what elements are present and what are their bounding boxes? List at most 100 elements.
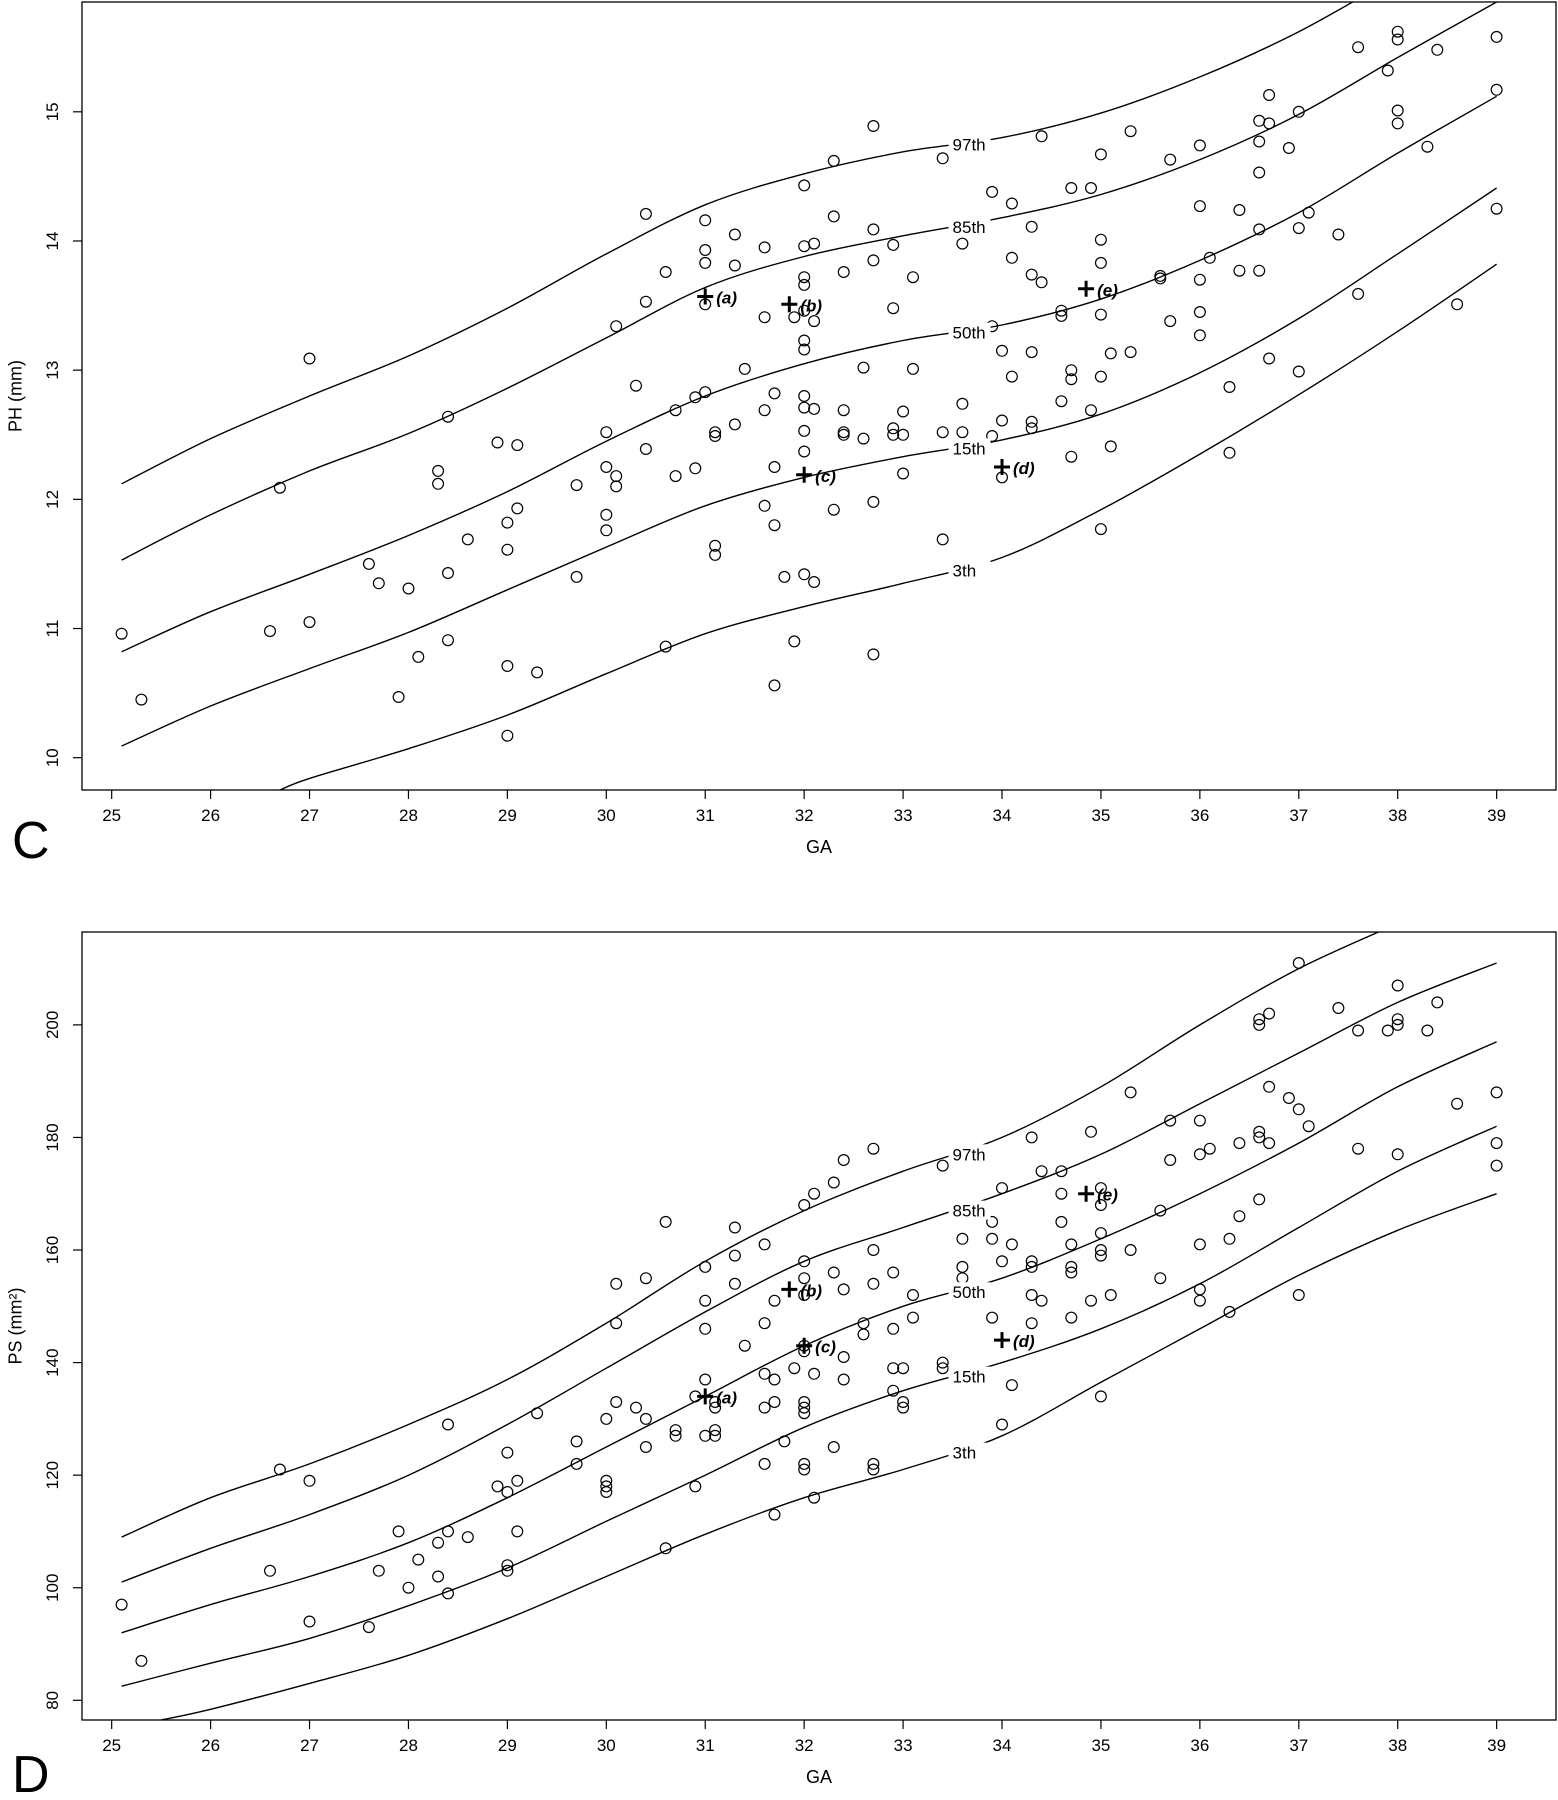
data-point bbox=[897, 467, 910, 480]
data-point bbox=[531, 666, 544, 679]
data-point bbox=[956, 397, 969, 410]
percentile-curve bbox=[121, 962, 1497, 1583]
data-point bbox=[1164, 315, 1177, 328]
data-point bbox=[511, 439, 524, 452]
data-point bbox=[610, 1317, 623, 1330]
case-marker-label: (b) bbox=[800, 296, 822, 315]
data-point bbox=[1391, 1013, 1404, 1026]
case-marker-label: (d) bbox=[1013, 459, 1035, 478]
data-point bbox=[758, 404, 771, 417]
data-point bbox=[273, 481, 286, 494]
data-point bbox=[600, 508, 613, 521]
data-point bbox=[867, 1457, 880, 1470]
data-point bbox=[1352, 41, 1365, 54]
data-point bbox=[1065, 182, 1078, 195]
data-point bbox=[867, 495, 880, 508]
percentile-label: 50th bbox=[953, 1283, 986, 1302]
data-point bbox=[798, 271, 811, 284]
percentile-label-bg bbox=[948, 1442, 991, 1462]
data-point bbox=[442, 1587, 455, 1600]
data-point bbox=[501, 729, 514, 742]
data-point bbox=[1025, 1260, 1038, 1273]
data-point bbox=[827, 1266, 840, 1279]
percentile-label-bg bbox=[948, 1366, 991, 1386]
data-point bbox=[1094, 148, 1107, 161]
data-point bbox=[442, 1525, 455, 1538]
data-point bbox=[798, 568, 811, 581]
data-point bbox=[1124, 125, 1137, 138]
data-point bbox=[798, 1401, 811, 1414]
data-point bbox=[936, 533, 949, 546]
data-point bbox=[600, 1412, 613, 1425]
data-point bbox=[432, 1536, 445, 1549]
data-point bbox=[392, 1525, 405, 1538]
data-point bbox=[709, 539, 722, 552]
percentile-label-bg bbox=[948, 1144, 991, 1164]
data-point bbox=[1253, 166, 1266, 179]
data-point bbox=[362, 557, 375, 570]
data-point bbox=[867, 119, 880, 132]
data-point bbox=[956, 1260, 969, 1273]
data-point bbox=[867, 254, 880, 267]
data-point bbox=[788, 1362, 801, 1375]
data-point bbox=[699, 1429, 712, 1442]
data-point bbox=[1065, 373, 1078, 386]
case-marker-label: (a) bbox=[716, 1388, 737, 1407]
data-point bbox=[303, 352, 316, 365]
data-point bbox=[1154, 1204, 1167, 1217]
x-tick-label: 35 bbox=[1091, 1736, 1110, 1755]
data-point bbox=[501, 1485, 514, 1498]
data-point bbox=[135, 693, 148, 706]
data-point bbox=[1164, 1153, 1177, 1166]
y-axis-label: PS (mm²) bbox=[5, 1288, 25, 1365]
data-point bbox=[936, 1159, 949, 1172]
x-tick-label: 31 bbox=[696, 1736, 715, 1755]
data-point bbox=[570, 1435, 583, 1448]
data-point bbox=[501, 543, 514, 556]
data-point bbox=[1490, 1086, 1503, 1099]
data-point bbox=[1025, 1255, 1038, 1268]
case-marker bbox=[1078, 280, 1095, 297]
data-point bbox=[1094, 1243, 1107, 1256]
percentile-curve bbox=[121, 1125, 1497, 1687]
x-tick-label: 29 bbox=[498, 806, 517, 825]
data-point bbox=[1193, 139, 1206, 152]
data-point bbox=[570, 1457, 583, 1470]
data-point bbox=[689, 462, 702, 475]
data-point bbox=[392, 690, 405, 703]
data-point bbox=[669, 1424, 682, 1437]
data-point bbox=[798, 240, 811, 253]
data-point bbox=[1055, 304, 1068, 317]
x-tick-label: 34 bbox=[993, 806, 1012, 825]
data-point bbox=[986, 1215, 999, 1228]
data-point bbox=[768, 387, 781, 400]
data-point bbox=[669, 1429, 682, 1442]
percentile-label: 85th bbox=[953, 218, 986, 237]
y-tick-label: 11 bbox=[43, 620, 62, 638]
data-point bbox=[1391, 33, 1404, 46]
data-point bbox=[1292, 956, 1305, 969]
data-point bbox=[995, 344, 1008, 357]
data-point bbox=[1025, 1317, 1038, 1330]
data-point bbox=[264, 1564, 277, 1577]
data-point bbox=[600, 1485, 613, 1498]
y-tick-label: 14 bbox=[43, 232, 62, 251]
data-point bbox=[768, 1294, 781, 1307]
data-point bbox=[1292, 222, 1305, 235]
data-point bbox=[1005, 1238, 1018, 1251]
y-tick-label: 80 bbox=[43, 1691, 62, 1710]
data-point bbox=[1263, 117, 1276, 130]
x-tick-label: 31 bbox=[696, 806, 715, 825]
percentile-curve bbox=[121, 95, 1497, 653]
data-point bbox=[1253, 223, 1266, 236]
data-point bbox=[1005, 251, 1018, 264]
data-point bbox=[728, 1221, 741, 1234]
data-point bbox=[1065, 1311, 1078, 1324]
data-point bbox=[669, 470, 682, 483]
data-point bbox=[1104, 1288, 1117, 1301]
data-point bbox=[511, 502, 524, 515]
case-marker bbox=[796, 1337, 813, 1354]
data-point bbox=[956, 1272, 969, 1285]
data-point bbox=[372, 577, 385, 590]
data-point bbox=[1094, 1198, 1107, 1211]
